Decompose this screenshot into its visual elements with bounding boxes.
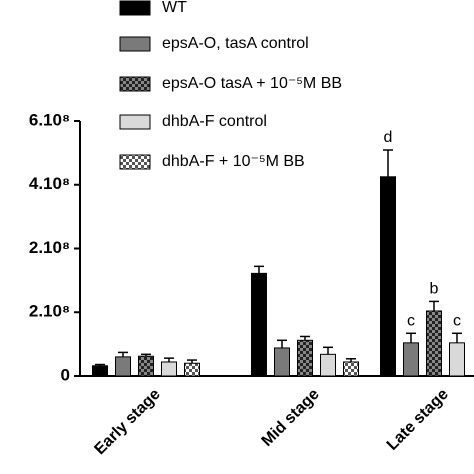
- legend-label: WT: [162, 0, 187, 16]
- annotation: d: [384, 129, 393, 146]
- legend-label: epsA-O, tasA control: [162, 35, 309, 52]
- legend-swatch: [119, 76, 151, 92]
- y-tick-label: 2.10⁸: [29, 238, 70, 257]
- legend-swatch: [119, 114, 151, 130]
- x-tick-label: Mid stage: [259, 386, 323, 450]
- bar: [138, 355, 154, 377]
- x-tick-label: Early stage: [91, 386, 163, 458]
- legend-swatch: [119, 154, 151, 170]
- bar: [426, 310, 442, 377]
- bar: [297, 339, 313, 377]
- legend-label: epsA-O tasA + 10⁻⁵M BB: [162, 75, 342, 92]
- bar: [92, 365, 108, 377]
- bar: [115, 356, 131, 377]
- bar: [320, 353, 336, 377]
- bar: [184, 362, 200, 377]
- y-tick-label: 4.10⁸: [29, 174, 70, 193]
- bar: [343, 361, 359, 377]
- bar: [251, 272, 267, 377]
- legend-label: dhbA-F + 10⁻⁵M BB: [162, 153, 305, 170]
- y-tick-label: 2.10⁸: [29, 302, 70, 321]
- bar: [380, 176, 396, 377]
- y-tick-label: 0: [61, 365, 70, 384]
- annotation: b: [430, 281, 439, 298]
- legend-label: dhbA-F control: [162, 113, 267, 130]
- legend-swatch: [119, 0, 151, 16]
- bar: [449, 342, 465, 377]
- legend-swatch: [119, 36, 151, 52]
- bar: [161, 361, 177, 377]
- y-tick-label: 6.10⁸: [29, 110, 70, 129]
- x-tick-label: Late stage: [384, 386, 452, 454]
- bar: [403, 342, 419, 377]
- bar: [274, 347, 290, 377]
- annotation: c: [407, 313, 415, 330]
- annotation: c: [453, 313, 461, 330]
